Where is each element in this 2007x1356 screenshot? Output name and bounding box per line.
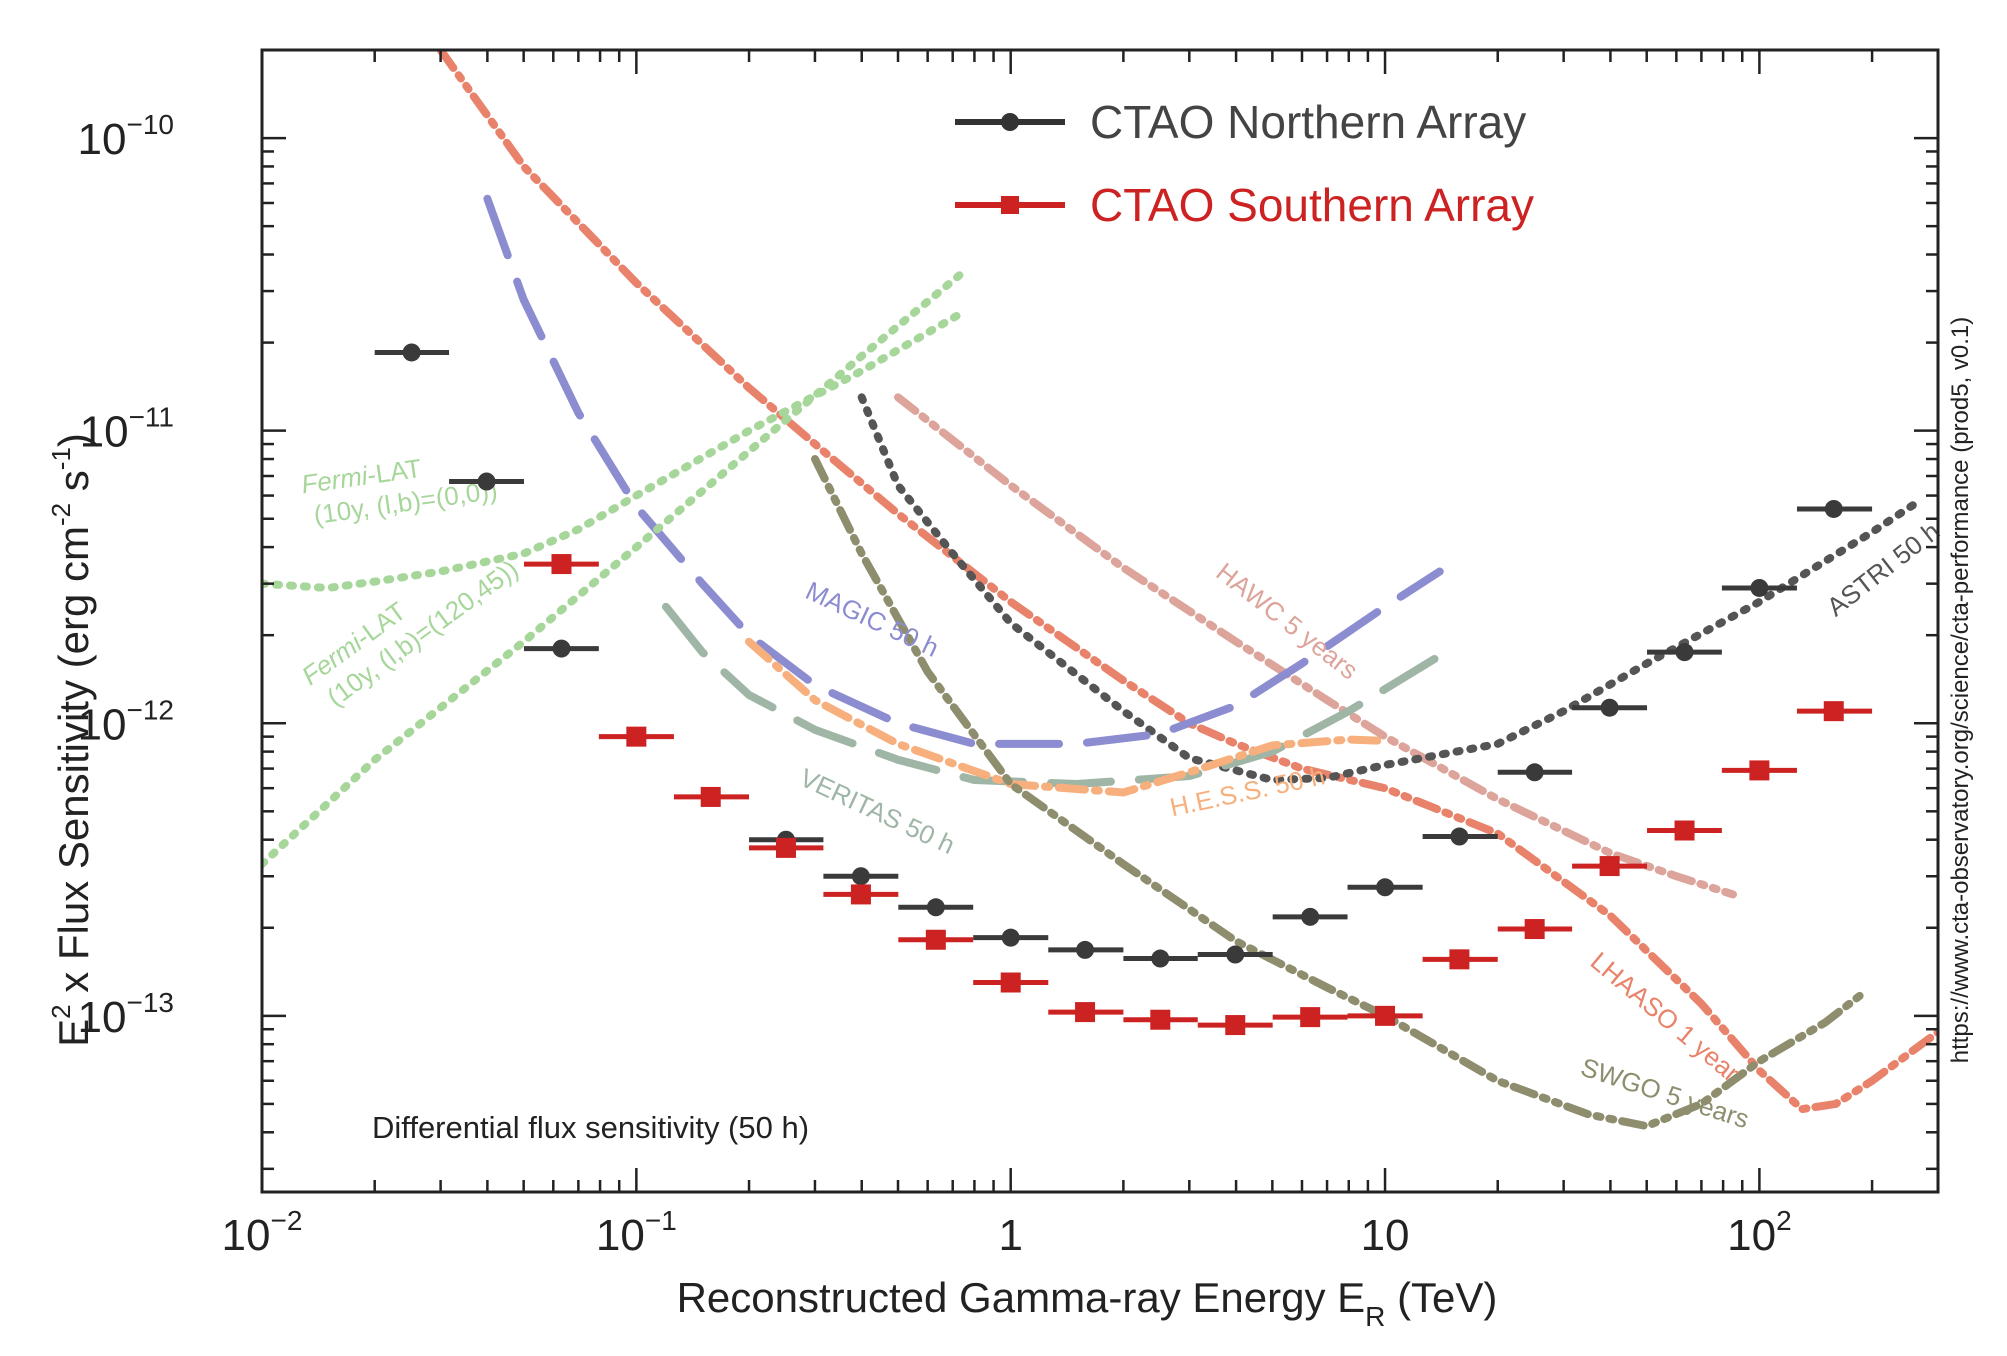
data-point-north xyxy=(1001,928,1020,947)
legend-north-label: CTAO Northern Array xyxy=(1090,96,1526,148)
y-title-sq: 2 xyxy=(46,1004,76,1018)
data-point-north xyxy=(1450,827,1469,846)
data-point-north xyxy=(1600,698,1619,717)
data-point-south xyxy=(1225,1015,1246,1036)
data-point-north xyxy=(1301,907,1320,926)
x-tick-label-base: 1 xyxy=(998,1211,1022,1260)
y-tick-label-exp: −13 xyxy=(127,987,175,1018)
legend-south-marker xyxy=(1001,196,1019,214)
x-tick-label-base: 10 xyxy=(596,1211,645,1260)
y-tick-label: 10−11 xyxy=(80,402,174,457)
data-point-south xyxy=(775,837,796,858)
data-point-south xyxy=(1075,1002,1096,1023)
x-tick-label: 10−2 xyxy=(222,1205,303,1260)
x-tick-label: 10 xyxy=(1361,1211,1410,1260)
data-point-south xyxy=(1749,760,1770,781)
curve-label-astri-50-h: ASTRI 50 h xyxy=(1821,516,1945,622)
source-url: https://www.cta-observatory.org/science/… xyxy=(1947,317,1974,1064)
data-point-south xyxy=(850,884,871,905)
data-point-north xyxy=(1226,945,1245,964)
y-tick-label: 10−10 xyxy=(78,109,174,164)
fermi-label-name-rest: -LAT xyxy=(365,453,423,490)
x-tick-label: 102 xyxy=(1727,1205,1792,1260)
data-point-south xyxy=(1300,1007,1321,1028)
x-tick-label-exp: −1 xyxy=(645,1205,677,1236)
data-point-south xyxy=(626,726,647,747)
y-axis-title: E2 x Flux Sensitivity (erg cm-2 s-1) xyxy=(46,433,97,1047)
y-title-mid: x Flux Sensitivity (erg cm xyxy=(50,526,97,1004)
curve-label-magic-50-h: MAGIC 50 h xyxy=(801,575,943,663)
data-point-south xyxy=(1524,919,1545,940)
data-point-south xyxy=(925,929,946,950)
y-tick-label-exp: −11 xyxy=(129,402,174,433)
x-axis-title-main: Reconstructed Gamma-ray Energy E xyxy=(677,1274,1366,1321)
data-point-north xyxy=(1675,643,1694,662)
y-tick-label-exp: −10 xyxy=(127,109,175,140)
curve-swgo-5-years xyxy=(811,455,1868,1131)
fermi-label-0: Fermi-LAT(10y, (l,b)=(0,0)) xyxy=(299,453,499,530)
data-point-north xyxy=(926,898,945,917)
x-tick-label: 1 xyxy=(998,1211,1022,1260)
series-ctao-southern-array xyxy=(523,554,1873,1036)
x-tick-label-base: 10 xyxy=(1361,1211,1410,1260)
y-title-mid2: s xyxy=(50,470,97,503)
data-point-south xyxy=(1449,949,1470,970)
annotation-differential: Differential flux sensitivity (50 h) xyxy=(372,1110,809,1145)
x-tick-label: 10−1 xyxy=(596,1205,677,1260)
x-tick-label-exp: −2 xyxy=(271,1205,303,1236)
y-title-pre: E xyxy=(50,1019,97,1047)
x-tick-label-exp: 2 xyxy=(1776,1205,1792,1236)
data-point-north xyxy=(851,867,870,886)
data-point-south xyxy=(551,554,572,575)
y-title-m1: -1 xyxy=(46,447,76,470)
y-title-m2: -2 xyxy=(46,503,76,526)
curve-veritas-50-h xyxy=(662,602,1444,789)
data-point-north xyxy=(1824,499,1843,518)
data-point-south xyxy=(1150,1009,1171,1030)
data-point-north xyxy=(477,472,496,491)
y-tick-label-base: 10 xyxy=(78,115,127,164)
y-tick-label-exp: −12 xyxy=(127,694,175,725)
y-tick-label: 10−13 xyxy=(78,987,174,1042)
x-axis-title-sub: R xyxy=(1365,1301,1385,1332)
curve-h-e-s-s-50-h xyxy=(745,637,1389,797)
curve-fermi-lat-120-45 xyxy=(262,267,968,869)
y-tick-label-base: 10 xyxy=(80,408,129,457)
data-point-south xyxy=(700,786,721,807)
x-axis-title: Reconstructed Gamma-ray Energy ER (TeV) xyxy=(677,1274,1498,1332)
data-point-south xyxy=(1823,701,1844,722)
x-axis-title-unit: (TeV) xyxy=(1385,1274,1497,1321)
y-tick-label-base: 10 xyxy=(78,700,127,749)
legend-south-label: CTAO Southern Array xyxy=(1090,179,1534,231)
data-point-north xyxy=(1151,949,1170,968)
data-point-north xyxy=(1376,878,1395,897)
legend-north-marker xyxy=(1001,113,1019,131)
data-point-north xyxy=(402,343,421,362)
series-ctao-northern-array xyxy=(374,343,1873,968)
data-point-north xyxy=(1750,578,1769,597)
plot-frame xyxy=(260,48,1940,1194)
curve-label-hawc-5-years: HAWC 5 years xyxy=(1211,557,1364,686)
ctao-data-points xyxy=(374,343,1873,1036)
data-point-south xyxy=(1000,972,1021,993)
x-tick-label-base: 10 xyxy=(222,1211,271,1260)
y-tick-label: 10−12 xyxy=(78,694,174,749)
data-point-north xyxy=(552,639,571,658)
fermi-label-1: Fermi-LAT(10y, (l,b)=(120,45)) xyxy=(296,554,524,713)
data-point-south xyxy=(1599,856,1620,877)
data-point-south xyxy=(1674,820,1695,841)
data-point-south xyxy=(1375,1005,1396,1026)
y-title-post: ) xyxy=(50,433,97,447)
curve-astri-50-h xyxy=(857,393,1925,785)
legend: CTAO Northern Array CTAO Southern Array xyxy=(955,96,1534,231)
data-point-north xyxy=(1076,940,1095,959)
x-tick-label-base: 10 xyxy=(1727,1211,1776,1260)
data-point-north xyxy=(1525,763,1544,782)
curve-magic-50-h xyxy=(483,194,1444,748)
y-tick-label-base: 10 xyxy=(78,993,127,1042)
